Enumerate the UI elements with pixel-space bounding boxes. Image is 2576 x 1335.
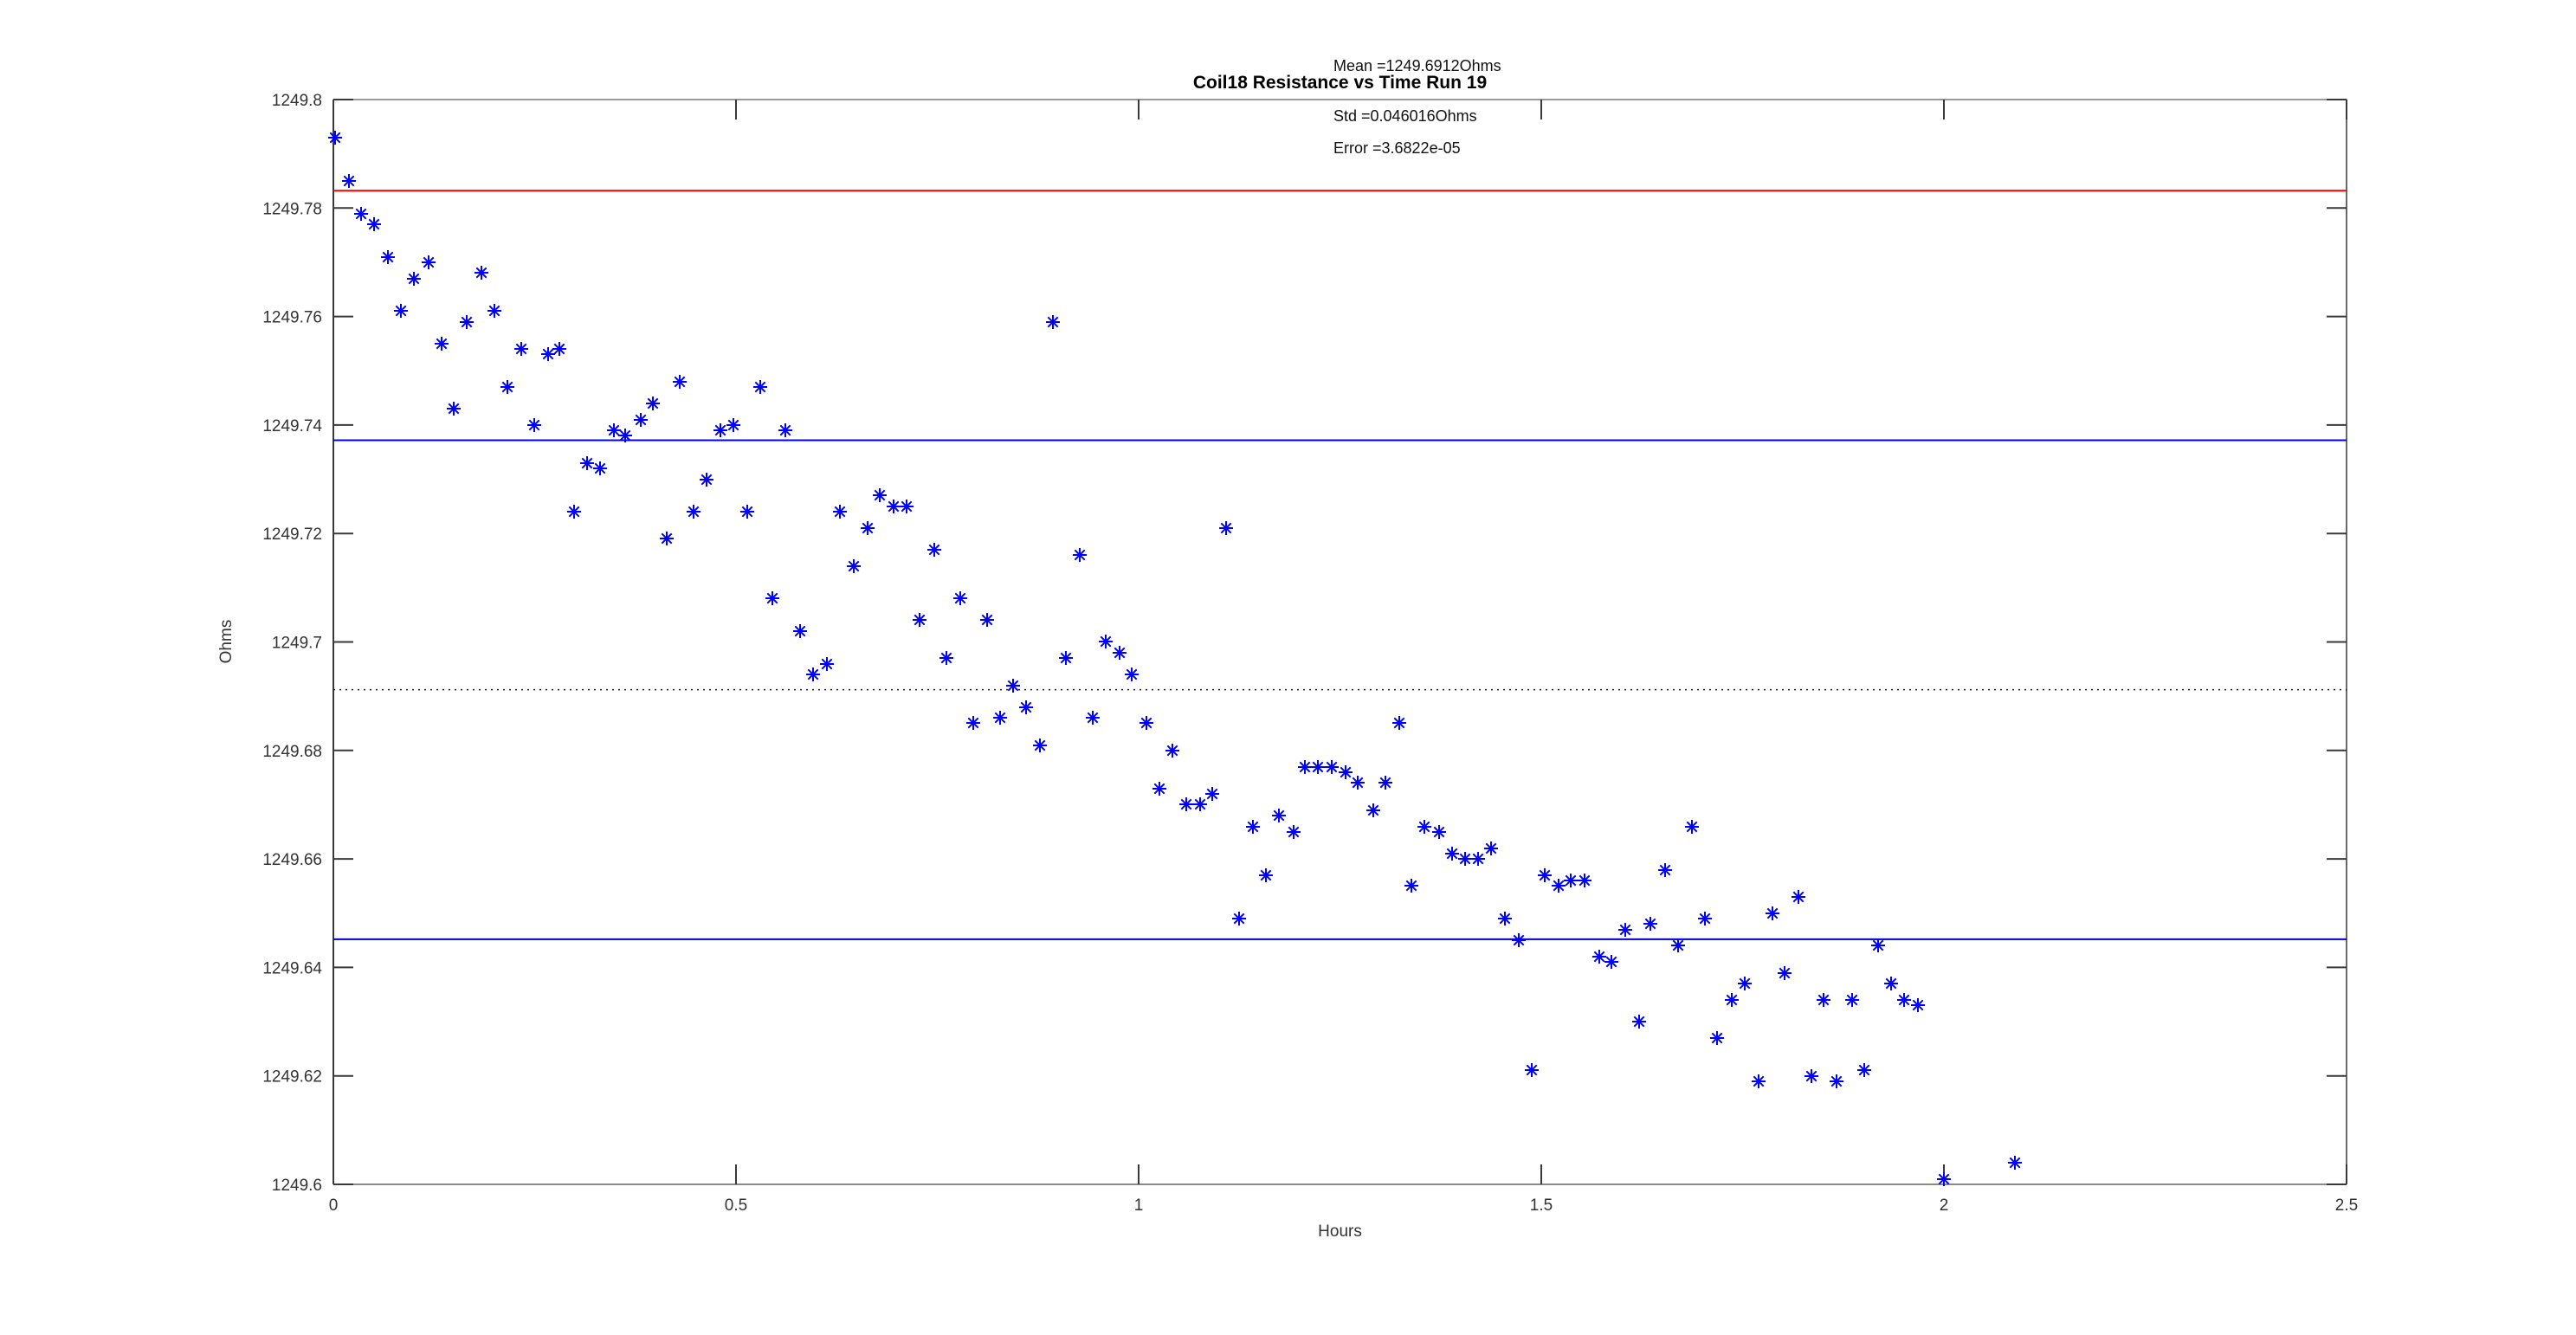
y-tick-label: 1249.66 — [262, 851, 322, 869]
chart-title: Coil18 Resistance vs Time Run 19 — [1192, 73, 1488, 93]
y-tick-label: 1249.74 — [262, 417, 322, 435]
y-tick-label: 1249.78 — [262, 200, 322, 218]
y-tick-label: 1249.76 — [262, 309, 322, 327]
x-tick-label: 0 — [329, 1196, 339, 1215]
y-tick-label: 1249.62 — [262, 1068, 322, 1087]
x-tick-label: 2 — [1940, 1196, 1949, 1215]
std-annotation: Std =0.046016Ohms — [1333, 107, 1477, 125]
error-annotation: Error =3.6822e-05 — [1333, 139, 1461, 157]
x-tick-label: 1.5 — [1530, 1196, 1553, 1215]
x-tick-label: 1 — [1134, 1196, 1144, 1215]
x-tick-label: 0.5 — [725, 1196, 747, 1215]
y-tick-label: 1249.8 — [272, 92, 322, 110]
scatter-points — [328, 131, 2022, 1186]
y-tick-label: 1249.72 — [262, 526, 322, 544]
x-axis-label: Hours — [1318, 1222, 1362, 1241]
x-tick-label: 2.5 — [2335, 1196, 2358, 1215]
y-tick-label: 1249.64 — [262, 959, 322, 977]
mean-annotation: Mean =1249.6912Ohms — [1333, 57, 1501, 74]
y-tick-label: 1249.6 — [272, 1177, 322, 1195]
y-tick-label: 1249.7 — [272, 635, 322, 653]
y-tick-label: 1249.68 — [262, 743, 322, 761]
